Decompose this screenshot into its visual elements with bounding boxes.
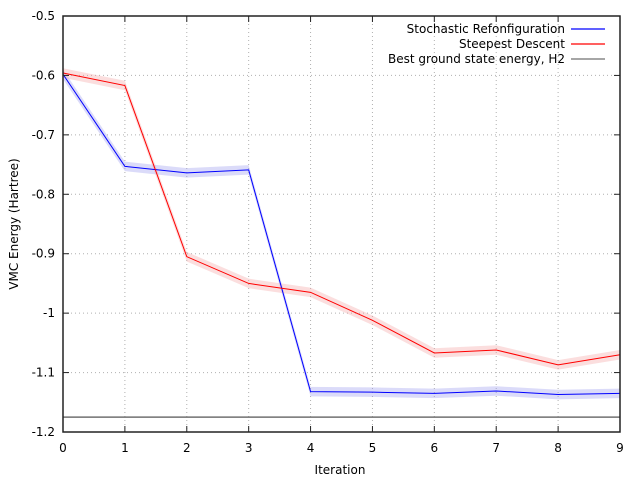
error-bands [63, 68, 620, 400]
series-line [62, 72, 621, 366]
grid-lines [63, 16, 620, 432]
y-axis-ticks: -0.5 -0.6 -0.7 -0.8 -0.9 -1 -1.1 -1.2 [32, 9, 620, 439]
x-tick-label: 1 [121, 441, 129, 455]
legend-label: Steepest Descent [459, 37, 565, 51]
y-tick-label: -0.6 [32, 68, 55, 82]
x-tick-label: 2 [183, 441, 191, 455]
legend-label: Stochastic Refonfiguration [407, 22, 565, 36]
x-axis-label: Iteration [315, 463, 366, 477]
x-tick-label: 3 [245, 441, 253, 455]
x-tick-label: 5 [369, 441, 377, 455]
y-tick-label: -1.2 [32, 425, 55, 439]
y-axis-label: VMC Energy (Hartree) [7, 158, 21, 289]
x-tick-label: 4 [307, 441, 315, 455]
x-tick-label: 7 [492, 441, 500, 455]
y-tick-label: -0.8 [32, 187, 55, 201]
series-line [62, 73, 621, 396]
x-tick-label: 6 [431, 441, 439, 455]
x-tick-label: 9 [616, 441, 624, 455]
y-tick-label: -0.7 [32, 128, 55, 142]
y-tick-label: -1.1 [32, 366, 55, 380]
x-axis-ticks: 0 1 2 3 4 5 6 7 8 9 [59, 16, 624, 455]
error-band [63, 69, 620, 400]
legend-label: Best ground state energy, H2 [388, 52, 565, 66]
x-tick-label: 8 [554, 441, 562, 455]
y-tick-label: -0.5 [32, 9, 55, 23]
series-lines [62, 72, 621, 418]
y-tick-label: -1 [43, 306, 55, 320]
error-band [63, 68, 620, 370]
plot-frame [62, 15, 621, 433]
x-tick-label: 0 [59, 441, 67, 455]
y-tick-label: -0.9 [32, 247, 55, 261]
